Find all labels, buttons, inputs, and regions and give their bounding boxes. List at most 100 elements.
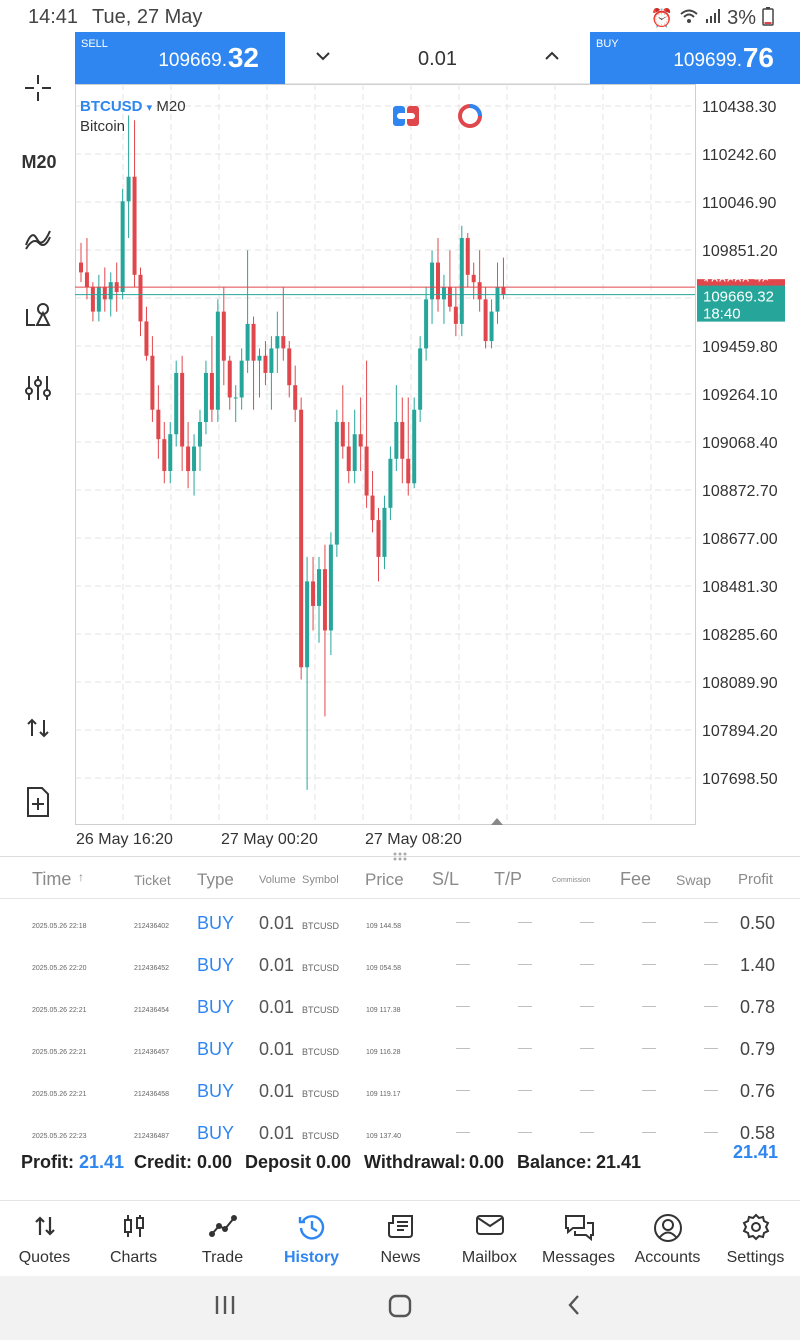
row-volume: 0.01 <box>259 1081 295 1101</box>
col-swap[interactable]: Swap <box>676 872 712 888</box>
row-empty-value: — <box>456 913 470 929</box>
row-empty-value: — <box>704 1039 718 1055</box>
home-icon[interactable] <box>388 1294 412 1323</box>
candle-body <box>424 299 429 349</box>
row-empty-value: — <box>518 1039 532 1055</box>
row-type: BUY <box>197 1081 235 1101</box>
status-time: 14:41 <box>28 6 79 28</box>
buy-price-main: 109699. <box>673 50 742 71</box>
nav-history[interactable]: History <box>267 1201 356 1277</box>
nav-messages[interactable]: Messages <box>534 1201 623 1277</box>
x-axis-tick-label: 27 May 08:20 <box>365 831 462 848</box>
row-profit: 1.40 <box>739 955 775 975</box>
summary-profit-label: Profit: <box>21 1152 74 1172</box>
col-fee[interactable]: Fee <box>620 869 652 889</box>
one-click-trading-icon[interactable] <box>391 104 421 133</box>
chart-settings-icon[interactable] <box>20 370 56 406</box>
history-row[interactable]: 2025.05.26 22:21 212436457 BUY 0.01 BTCUSD 10… <box>0 1025 800 1067</box>
nav-trade[interactable]: Trade <box>178 1201 267 1277</box>
row-empty-value: — <box>456 1123 470 1139</box>
col-tp[interactable]: T/P <box>494 869 523 889</box>
row-volume: 0.01 <box>259 1039 295 1059</box>
history-row[interactable]: 2025.05.26 22:20 212436452 BUY 0.01 BTCUSD 10… <box>0 941 800 983</box>
chart-clock-icon[interactable] <box>455 102 485 135</box>
history-row[interactable]: 2025.05.26 22:18 212436402 BUY 0.01 BTCUSD 10… <box>0 899 800 941</box>
y-axis-tick-label: 110438.30 <box>702 99 777 116</box>
nav-news[interactable]: News <box>356 1201 445 1277</box>
row-ticket: 212436402 <box>134 923 170 930</box>
candle-body <box>162 439 167 472</box>
col-volume[interactable]: Volume <box>259 874 296 886</box>
candle-body <box>447 287 452 307</box>
row-time: 2025.05.26 22:21 <box>32 1091 87 1098</box>
volume-increase-icon[interactable] <box>544 46 560 67</box>
history-icon <box>267 1213 356 1243</box>
chart-symbol-header[interactable]: BTCUSD ▾ M20 <box>80 98 186 115</box>
candle-body <box>340 421 345 447</box>
col-price[interactable]: Price <box>365 870 404 889</box>
history-row[interactable]: 2025.05.26 22:23 212436487 BUY 0.01 BTCUSD 10… <box>0 1109 800 1151</box>
chart-symbol[interactable]: BTCUSD <box>80 98 143 115</box>
chart-canvas[interactable]: 110438.30 110242.60 110046.90 109851.20 1096… <box>75 84 800 854</box>
row-type: BUY <box>197 1123 235 1143</box>
candle-body <box>453 306 458 324</box>
nav-settings-label: Settings <box>726 1249 785 1266</box>
col-profit[interactable]: Profit <box>738 871 774 888</box>
candle-body <box>156 409 161 440</box>
col-commission[interactable]: Commission <box>552 877 591 884</box>
row-ticket: 212436487 <box>134 1133 170 1140</box>
panel-drag-handle[interactable] <box>393 849 407 861</box>
chart-symbol-description: Bitcoin <box>80 118 126 135</box>
indicators-icon[interactable] <box>20 220 56 256</box>
history-row[interactable]: 2025.05.26 22:21 212436458 BUY 0.01 BTCUSD 10… <box>0 1067 800 1109</box>
trade-arrows-icon[interactable] <box>20 710 56 746</box>
col-symbol[interactable]: Symbol <box>302 874 339 886</box>
volume-decrease-icon[interactable] <box>315 46 331 67</box>
candle-body <box>322 569 327 631</box>
crosshair-icon[interactable] <box>20 70 56 106</box>
col-ticket[interactable]: Ticket <box>134 872 171 888</box>
back-icon[interactable] <box>566 1294 582 1321</box>
row-volume: 0.01 <box>259 997 295 1017</box>
new-order-icon[interactable] <box>20 784 56 820</box>
nav-charts[interactable]: Charts <box>89 1201 178 1277</box>
charts-icon <box>89 1213 178 1243</box>
bid-price-label-bg <box>697 285 785 322</box>
row-empty-value: — <box>642 913 656 929</box>
row-profit: 0.58 <box>739 1123 775 1143</box>
row-empty-value: — <box>580 997 594 1013</box>
timeframe-button[interactable]: M20 <box>21 151 57 172</box>
candle-body <box>352 434 357 472</box>
objects-icon[interactable] <box>20 296 56 332</box>
row-empty-value: — <box>580 1081 594 1097</box>
symbol-dropdown-caret[interactable]: ▾ <box>146 102 153 114</box>
recent-apps-icon[interactable] <box>214 1294 236 1321</box>
row-empty-value: — <box>704 997 718 1013</box>
nav-quotes[interactable]: Quotes <box>0 1201 89 1277</box>
buy-button[interactable]: BUY 109699. 76 <box>590 32 800 84</box>
col-sl[interactable]: S/L <box>432 869 460 889</box>
sell-label: SELL <box>81 38 108 50</box>
price-chart[interactable]: 110438.30 110242.60 110046.90 109851.20 1096… <box>75 84 800 854</box>
row-empty-value: — <box>704 1081 718 1097</box>
candle-body <box>192 446 197 472</box>
candle-body <box>370 495 375 521</box>
y-axis-tick-label: 108481.30 <box>702 579 778 596</box>
row-empty-value: — <box>518 955 532 971</box>
x-axis-tick-label: 26 May 16:20 <box>76 831 173 848</box>
col-time[interactable]: Time <box>32 869 72 889</box>
volume-value[interactable]: 0.01 <box>418 48 457 70</box>
history-panel: Time ↑ Ticket Type Volume Symbol Price S… <box>0 852 800 1200</box>
volume-control: 0.01 <box>285 32 590 84</box>
history-row[interactable]: 2025.05.26 22:21 212436454 BUY 0.01 BTCUSD 10… <box>0 983 800 1025</box>
candle-body <box>281 336 286 349</box>
candle-body <box>483 299 488 342</box>
candle-body <box>257 355 262 361</box>
nav-mailbox[interactable]: Mailbox <box>445 1201 534 1277</box>
col-type[interactable]: Type <box>197 870 234 889</box>
sell-button[interactable]: SELL 109669. 32 <box>75 32 285 84</box>
summary-credit-value: 0.00 <box>197 1152 233 1172</box>
candle-body <box>174 372 179 435</box>
nav-settings[interactable]: Settings <box>711 1201 800 1277</box>
nav-accounts[interactable]: Accounts <box>623 1201 712 1277</box>
